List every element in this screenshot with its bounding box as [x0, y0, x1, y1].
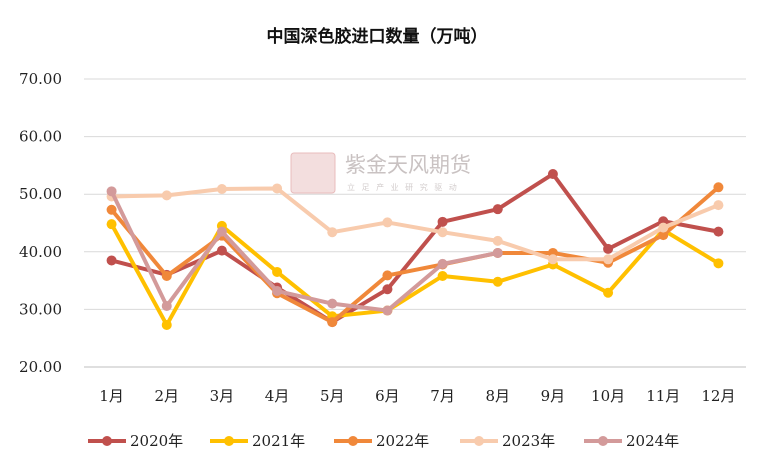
legend-item: 2024年 — [584, 432, 679, 450]
legend-label: 2024年 — [626, 432, 679, 450]
series-line — [111, 186, 720, 262]
x-tick-label: 5月 — [320, 387, 345, 405]
data-point — [382, 284, 393, 295]
data-point — [713, 200, 724, 211]
x-tick-label: 11月 — [646, 387, 680, 405]
data-point — [713, 226, 724, 237]
legend: 2020年 2021年 2022年 2023年 2024年 — [88, 432, 679, 450]
x-axis-tick-labels: 1月 2月 3月 4月 5月 6月 7月 8月 9月 10月 11月 12月 — [99, 387, 735, 405]
legend-marker — [224, 436, 234, 446]
data-point — [492, 247, 503, 258]
data-point — [106, 204, 117, 215]
legend-marker — [598, 436, 608, 446]
data-point — [603, 287, 614, 298]
data-point — [658, 222, 669, 233]
x-tick-label: 12月 — [701, 387, 735, 405]
x-tick-label: 10月 — [591, 387, 625, 405]
x-tick-label: 4月 — [265, 387, 290, 405]
data-point — [327, 227, 338, 238]
data-point — [603, 254, 614, 265]
data-point — [547, 169, 558, 180]
watermark-seal — [290, 152, 336, 194]
data-point — [161, 270, 172, 281]
data-point — [327, 298, 338, 309]
x-tick-label: 9月 — [541, 387, 566, 405]
watermark: 紫金天风期货 立 足 产 业 研 究 驱 动 — [290, 152, 471, 194]
y-tick-label: 40.00 — [19, 243, 62, 261]
data-point — [161, 190, 172, 201]
legend-item: 2021年 — [210, 432, 305, 450]
data-point — [713, 182, 724, 193]
data-point — [492, 235, 503, 246]
x-tick-label: 6月 — [375, 387, 400, 405]
legend-marker — [102, 436, 112, 446]
data-point — [437, 216, 448, 227]
chart-title: 中国深色胶进口数量（万吨） — [267, 26, 488, 47]
data-point — [382, 270, 393, 281]
legend-item: 2020年 — [88, 432, 183, 450]
data-point — [437, 258, 448, 269]
x-tick-label: 3月 — [210, 387, 235, 405]
x-tick-label: 1月 — [99, 387, 124, 405]
x-tick-label: 7月 — [430, 387, 455, 405]
series-line — [111, 172, 719, 325]
legend-label: 2021年 — [252, 432, 305, 450]
series-lines — [106, 169, 724, 330]
series-line — [109, 190, 499, 313]
data-point — [658, 230, 669, 241]
legend-label: 2023年 — [502, 432, 555, 450]
data-point — [492, 204, 503, 215]
legend-item: 2022年 — [334, 432, 429, 450]
watermark-slogan: 立 足 产 业 研 究 驱 动 — [347, 182, 459, 192]
data-point — [216, 226, 227, 237]
data-point — [272, 266, 283, 277]
gridlines — [84, 78, 746, 368]
data-point — [272, 183, 283, 194]
legend-label: 2020年 — [130, 432, 183, 450]
watermark-name: 紫金天风期货 — [345, 153, 471, 177]
data-point — [382, 217, 393, 228]
data-point — [106, 219, 117, 230]
legend-marker — [348, 436, 358, 446]
data-point — [161, 319, 172, 330]
data-point — [603, 243, 614, 254]
y-tick-label: 20.00 — [19, 358, 62, 376]
y-tick-label: 60.00 — [19, 128, 62, 146]
legend-marker — [474, 436, 484, 446]
y-tick-label: 30.00 — [19, 300, 62, 318]
data-point — [492, 276, 503, 287]
y-axis-tick-labels: 20.00 30.00 40.00 50.00 60.00 70.00 — [19, 70, 62, 376]
data-point — [382, 305, 393, 316]
legend-label: 2022年 — [376, 432, 429, 450]
series-4 — [106, 186, 503, 316]
data-point — [437, 227, 448, 238]
y-tick-label: 70.00 — [19, 70, 62, 88]
legend-item: 2023年 — [460, 432, 555, 450]
data-point — [272, 285, 283, 296]
data-point — [106, 255, 117, 266]
data-point — [106, 186, 117, 197]
data-point — [437, 270, 448, 281]
x-tick-label: 2月 — [154, 387, 179, 405]
x-tick-label: 8月 — [485, 387, 510, 405]
series-3 — [106, 183, 724, 265]
y-tick-label: 50.00 — [19, 185, 62, 203]
data-point — [216, 245, 227, 256]
data-point — [713, 258, 724, 269]
data-point — [547, 254, 558, 265]
data-point — [216, 184, 227, 195]
data-point — [161, 300, 172, 311]
data-point — [327, 317, 338, 328]
